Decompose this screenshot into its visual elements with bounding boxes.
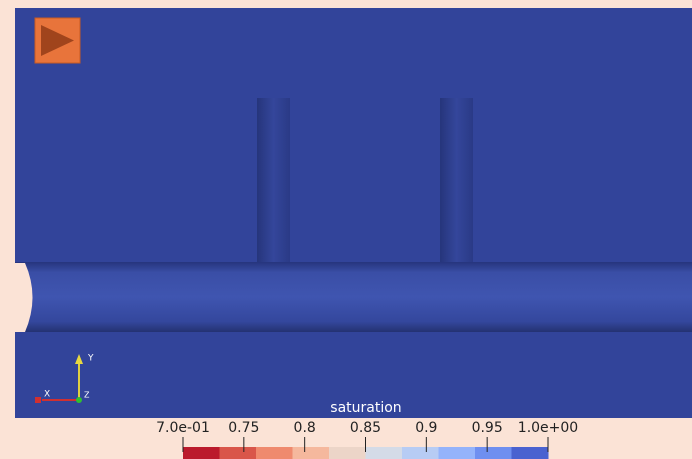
colorbar: 7.0e-01 0.75 0.8 0.85 0.9 0.95 1.0e+00	[156, 420, 578, 459]
axis-label: Z	[84, 391, 90, 400]
colorbar-segment	[402, 447, 439, 459]
cylinder	[257, 98, 290, 262]
colorbar-segment	[220, 447, 257, 459]
colorbar-segment	[439, 447, 476, 459]
colorbar-segment	[183, 447, 220, 459]
colorbar-segment	[293, 447, 330, 459]
colorbar-tick-label: 0.8	[294, 420, 316, 436]
page: {"colorbar": {"title": "saturation", "ti…	[0, 0, 692, 459]
colorbar-tick-label: 7.0e-01	[156, 420, 210, 436]
colorbar-tick-label: 1.0e+00	[518, 420, 578, 436]
colorbar-title: saturation	[330, 400, 401, 416]
pipe	[15, 262, 692, 332]
colorbar-segment	[329, 447, 366, 459]
colorbar-segment	[512, 447, 549, 459]
colorbar-tick-label: 0.75	[228, 420, 259, 436]
axis-z	[76, 397, 82, 403]
domain-body	[15, 8, 692, 418]
colorbar-segment	[475, 447, 512, 459]
axis-label: Y	[87, 354, 94, 364]
axis-label: X	[44, 390, 50, 400]
colorbar-segment	[256, 447, 293, 459]
colorbar-tick-label: 0.9	[415, 420, 437, 436]
colorbar-segment	[366, 447, 403, 459]
colorbar-tick-label: 0.85	[350, 420, 381, 436]
cylinder	[440, 98, 473, 262]
render-view: Y X Z saturation 7.0e-01 0.75 0.8 0.85 0.9 0.…	[0, 0, 692, 459]
colorbar-tick-label: 0.95	[472, 420, 503, 436]
axis-x-head	[35, 397, 41, 403]
